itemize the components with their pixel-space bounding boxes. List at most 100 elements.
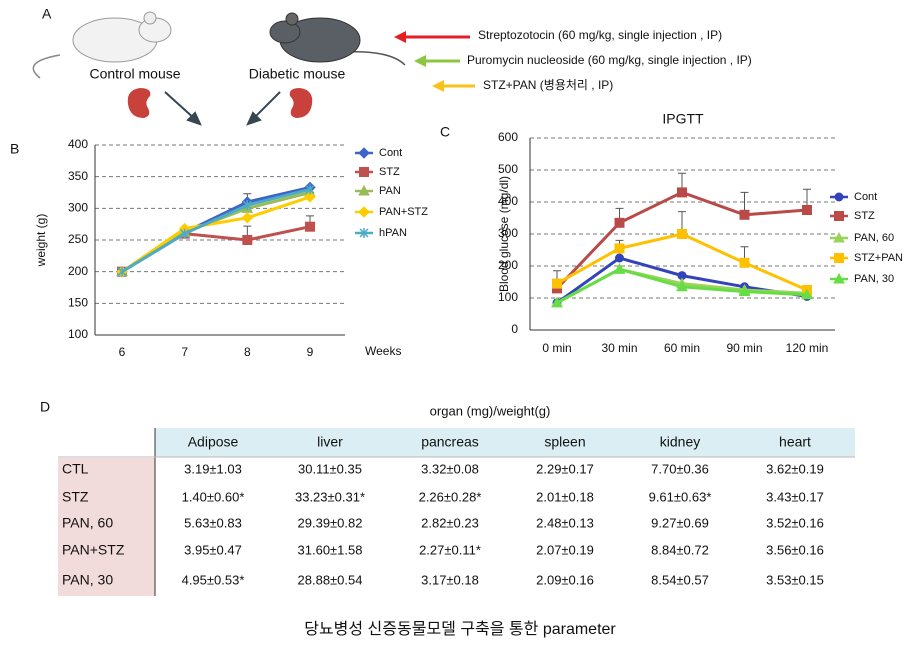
table-cell: 9.27±0.69 — [651, 515, 709, 530]
table-cell: 2.09±0.16 — [536, 572, 594, 587]
legend-label: Cont — [379, 147, 402, 159]
row-header: PAN+STZ — [62, 542, 125, 558]
legend-label: STZ — [379, 166, 400, 178]
table-cell: 2.82±0.23 — [421, 515, 479, 530]
treatment-label: STZ+PAN (병용처리 , IP) — [483, 78, 613, 92]
marker — [552, 278, 562, 289]
y-tick-label: 100 — [498, 290, 518, 304]
marker — [614, 217, 625, 228]
caption: 당뇨병성 신증동물모델 구축을 통한 parameter — [304, 620, 616, 638]
table-cell: 2.48±0.13 — [536, 515, 594, 530]
marker — [677, 187, 687, 198]
table-cell: 28.88±0.54 — [298, 572, 363, 587]
marker — [614, 243, 625, 254]
mouse-label: Control mouse — [89, 66, 180, 82]
table-cell: 1.40±0.60* — [182, 489, 245, 504]
y-tick-label: 300 — [498, 226, 518, 240]
legend-label: STZ — [854, 210, 875, 222]
marker — [802, 205, 812, 215]
y-axis-label: weight (g) — [34, 214, 48, 268]
panel-label: A — [42, 6, 52, 22]
y-tick-label: 350 — [68, 169, 88, 183]
marker — [117, 266, 127, 277]
table-cell: 33.23±0.31* — [295, 489, 365, 504]
marker — [551, 296, 563, 308]
y-tick-label: 0 — [511, 322, 518, 336]
table-cell: 7.70±0.36 — [651, 461, 709, 476]
table-cell: 4.95±0.53* — [182, 572, 245, 587]
legend-label: PAN — [379, 185, 401, 197]
table-cell: 30.11±0.35 — [298, 461, 362, 476]
marker — [677, 229, 687, 239]
series-line — [121, 195, 311, 273]
marker — [305, 221, 315, 232]
mouse-label: Diabetic mouse — [249, 66, 346, 82]
table-cell: 3.43±0.17 — [766, 489, 824, 504]
legend-marker — [834, 253, 844, 263]
table-cell: 8.84±0.72 — [651, 542, 709, 557]
y-axis-label: Blood glucose (mg/dl) — [497, 176, 511, 292]
legend-label: PAN, 30 — [854, 273, 894, 285]
y-tick-label: 100 — [68, 327, 88, 341]
panel-label: C — [440, 124, 450, 140]
table-cell: 9.61±0.63* — [649, 489, 712, 504]
x-tick-label: 30 min — [601, 341, 637, 355]
column-header: kidney — [660, 434, 700, 450]
legend-marker — [833, 272, 845, 284]
marker — [613, 263, 626, 274]
table-cell: 3.53±0.15 — [766, 572, 824, 587]
table-cell: 5.63±0.83 — [184, 515, 242, 530]
table-cell: 2.26±0.28* — [419, 489, 482, 504]
treatment-label: Puromycin nucleoside (60 mg/kg, single i… — [467, 53, 752, 67]
marker — [801, 288, 813, 300]
series-line — [121, 187, 311, 273]
table-cell: 2.27±0.11* — [419, 542, 481, 557]
marker — [241, 212, 254, 224]
treatment-arrows — [394, 31, 475, 92]
arrow — [164, 91, 281, 126]
table-cell: 3.32±0.08 — [421, 461, 479, 476]
marker — [676, 280, 688, 292]
panel-label: D — [40, 399, 50, 415]
table-cell: 8.54±0.57 — [651, 572, 709, 587]
marker — [242, 200, 252, 211]
y-tick-label: 200 — [498, 258, 518, 272]
table-rowhead-bg — [58, 458, 155, 596]
legend-marker — [358, 147, 370, 159]
panel-label: B — [10, 141, 19, 157]
marker — [304, 191, 316, 203]
y-tick-label: 300 — [68, 201, 88, 215]
column-header: pancreas — [421, 434, 479, 450]
mouse-control — [32, 11, 172, 79]
column-header: Adipose — [188, 434, 239, 450]
y-tick-label: 600 — [498, 130, 518, 144]
y-tick-label: 400 — [68, 137, 88, 151]
table-cell: 3.62±0.19 — [766, 461, 824, 476]
y-tick-label: 400 — [498, 194, 518, 208]
column-header: spleen — [544, 434, 585, 450]
kidney — [127, 88, 151, 118]
y-tick-label: 200 — [68, 264, 88, 278]
column-header: liver — [317, 434, 343, 450]
marker — [739, 257, 750, 268]
series-line — [121, 225, 311, 273]
x-tick-label: 120 min — [786, 341, 829, 355]
table-cell: 2.07±0.19 — [536, 542, 594, 557]
legend-label: PAN, 60 — [854, 232, 894, 244]
marker — [180, 228, 190, 239]
marker — [242, 235, 253, 245]
legend-marker — [834, 211, 844, 221]
x-tick-label: 9 — [307, 345, 314, 359]
legend-label: hPAN — [379, 227, 407, 239]
legend-marker — [358, 206, 370, 218]
chart-title: IPGTT — [662, 111, 704, 127]
legend-marker — [359, 167, 369, 177]
x-tick-label: 60 min — [664, 341, 700, 355]
table-cell: 3.19±1.03 — [184, 461, 242, 476]
table-cell: 3.17±0.18 — [421, 572, 479, 587]
legend-marker — [834, 192, 844, 202]
row-header: PAN, 60 — [62, 515, 113, 531]
y-tick-label: 250 — [68, 232, 88, 246]
table-cell: 31.60±1.58 — [298, 542, 363, 557]
